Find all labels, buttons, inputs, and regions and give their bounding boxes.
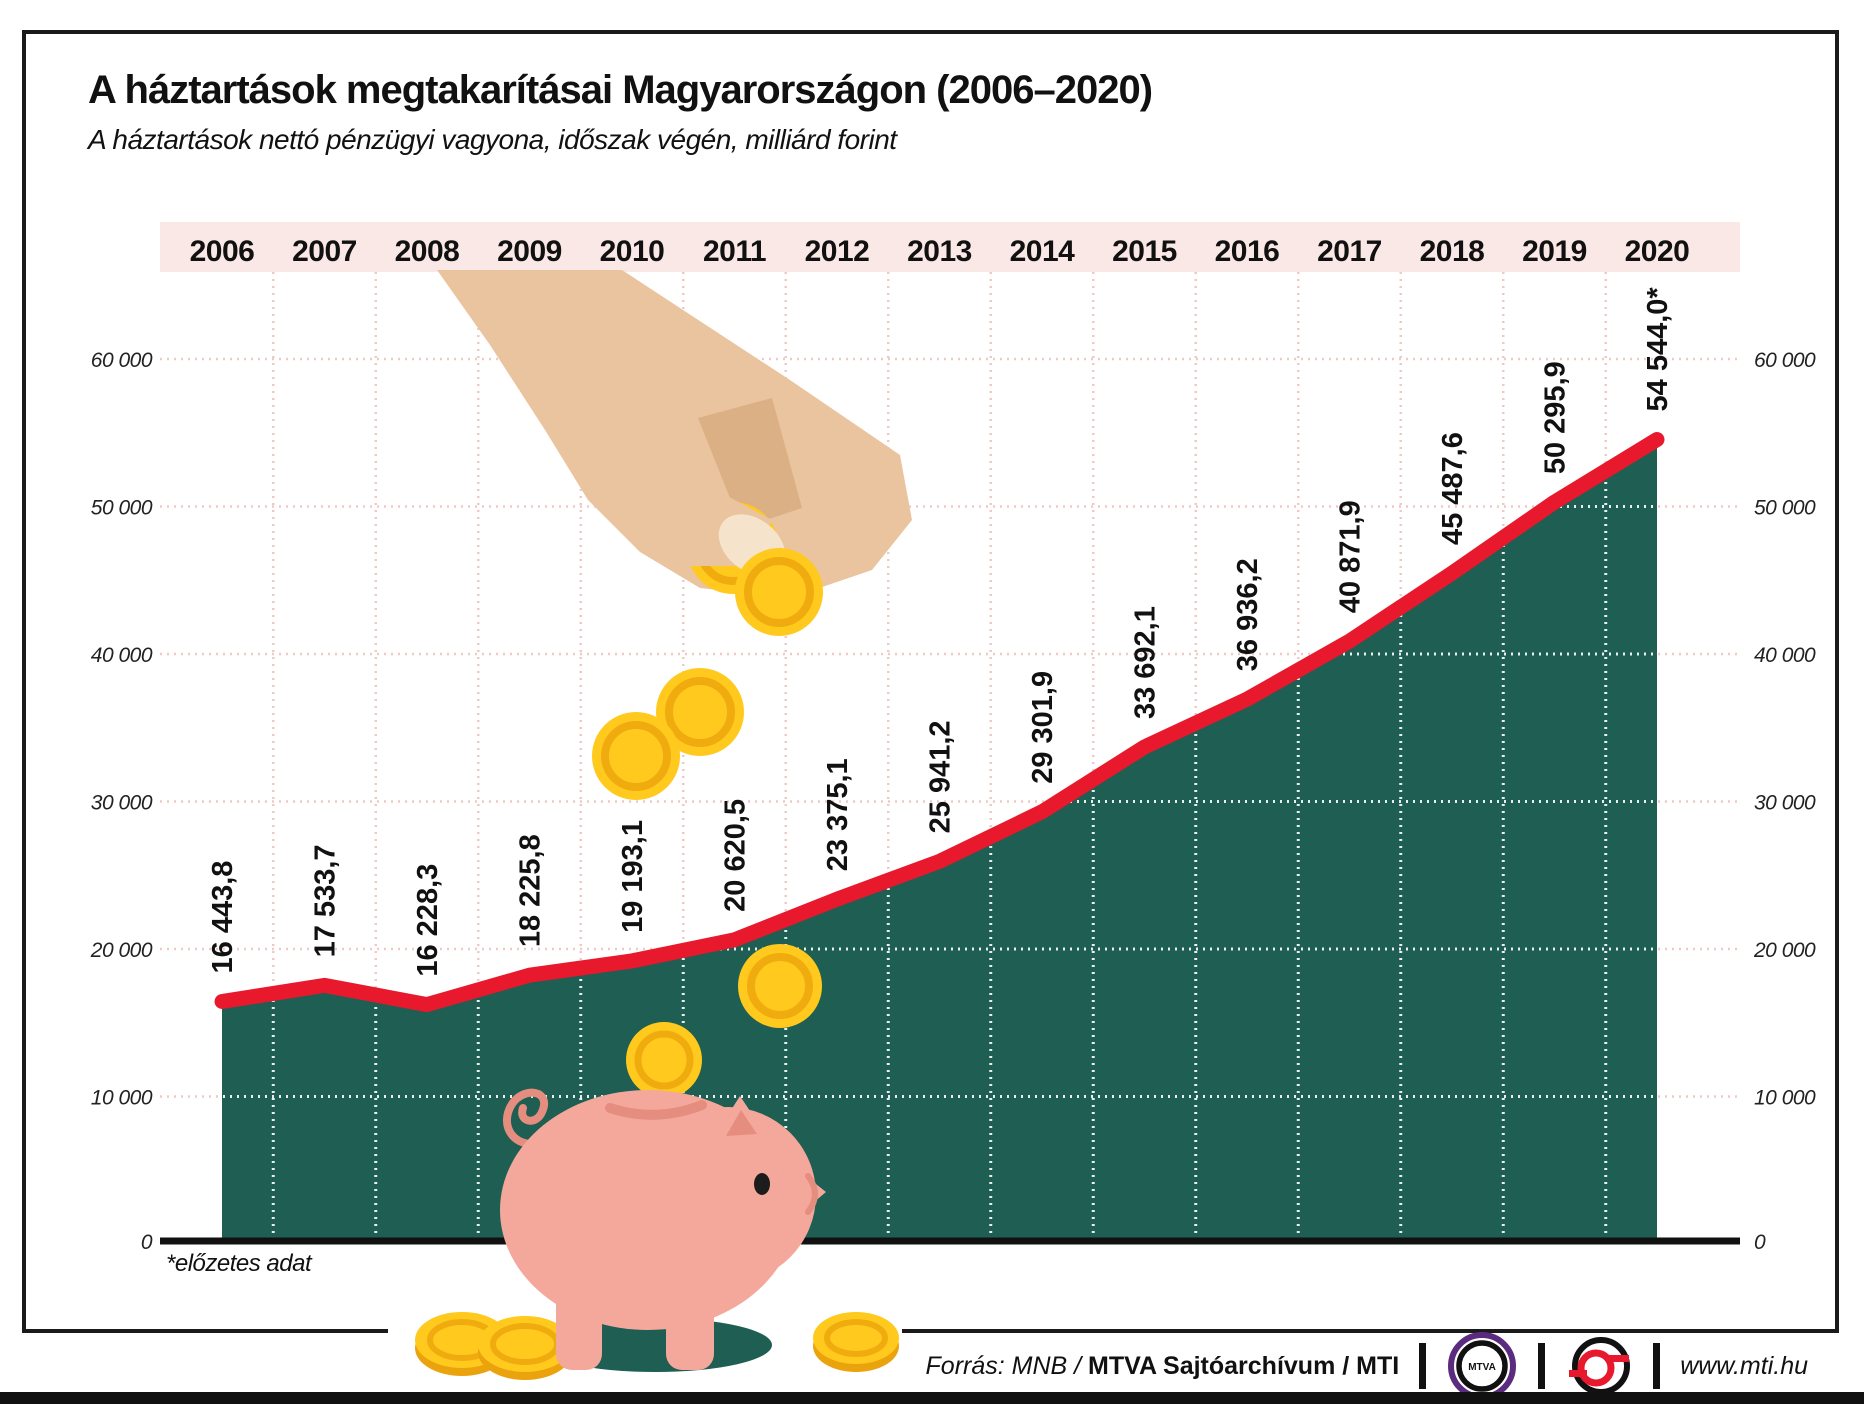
y-tick-label-left: 50 000	[91, 497, 153, 520]
year-label: 2006	[190, 235, 255, 268]
value-label: 33 692,1	[1130, 606, 1162, 719]
value-label: 36 936,2	[1232, 558, 1264, 671]
year-label: 2020	[1625, 235, 1690, 268]
year-label: 2009	[497, 235, 562, 268]
value-label: 20 620,5	[720, 799, 752, 912]
year-label: 2010	[600, 235, 665, 268]
area-fill	[222, 439, 1657, 1239]
year-label: 2015	[1112, 235, 1177, 268]
year-label: 2011	[703, 235, 766, 268]
value-label: 40 871,9	[1335, 500, 1367, 613]
hand-shade	[698, 398, 802, 528]
hand-illustration	[437, 270, 912, 1028]
falling-coin-icon	[656, 668, 744, 756]
value-label: 45 487,6	[1437, 432, 1469, 545]
pig-ear-inner	[726, 1110, 757, 1136]
footer: Forrás: MNB / MTVA Sajtóarchívum / MTI M…	[926, 1332, 1808, 1400]
value-label: 23 375,1	[822, 758, 854, 871]
y-tick-label-right: 30 000	[1754, 792, 1816, 815]
year-label: 2007	[292, 235, 357, 268]
y-tick-label-right: 10 000	[1754, 1087, 1816, 1110]
value-label: 50 295,9	[1540, 361, 1572, 474]
piggy-bank-illustration	[388, 1022, 902, 1390]
pig-snout-line	[805, 1173, 818, 1215]
year-label: 2016	[1215, 235, 1280, 268]
y-tick-label-right: 40 000	[1754, 644, 1816, 667]
value-label: 18 225,8	[515, 834, 547, 947]
value-label: 54 544,0*	[1642, 287, 1674, 412]
hand-arm	[437, 270, 912, 598]
falling-coin-icon	[735, 548, 823, 636]
separator	[1538, 1343, 1546, 1389]
pig-coin-slot	[605, 1100, 707, 1120]
slot-coin-icon	[626, 1022, 702, 1098]
y-tick-label-left: 40 000	[91, 644, 153, 667]
mtva-logo-text: MTVA	[1468, 1362, 1496, 1373]
trend-line	[214, 432, 1665, 1013]
source-mti: / MTI	[1335, 1351, 1400, 1380]
value-label: 16 443,8	[207, 861, 239, 974]
y-tick-label-right: 60 000	[1754, 349, 1816, 372]
falling-coin-icon	[738, 944, 822, 1028]
frame-border	[22, 30, 1839, 1333]
value-label: 19 193,1	[617, 820, 649, 933]
y-tick-label-right: 20 000	[1753, 939, 1816, 962]
year-label: 2019	[1522, 235, 1587, 268]
y-tick-label-right: 50 000	[1754, 497, 1816, 520]
y-tick-label-left: 0	[141, 1231, 153, 1254]
year-label: 2017	[1317, 235, 1382, 268]
value-label: 25 941,2	[925, 720, 957, 833]
bottom-bar	[0, 1392, 1864, 1404]
source-archive: MTVA Sajtóarchívum	[1088, 1351, 1336, 1380]
y-tick-label-right: 0	[1754, 1231, 1766, 1254]
value-label: 17 533,7	[310, 844, 342, 957]
ground-coin-icon	[478, 1316, 572, 1380]
year-label: 2018	[1420, 235, 1485, 268]
separator	[1419, 1343, 1427, 1389]
y-tick-label-left: 20 000	[90, 939, 153, 962]
year-label: 2013	[907, 235, 972, 268]
page-subtitle: A háztartások nettó pénzügyi vagyona, id…	[88, 124, 897, 155]
y-tick-label-left: 10 000	[91, 1087, 153, 1110]
source-prefix: Forrás: MNB /	[925, 1351, 1089, 1380]
falling-coin-icon	[592, 712, 680, 800]
mti-logo-icon	[1569, 1337, 1631, 1395]
year-label: 2008	[395, 235, 460, 268]
page-title: A háztartások megtakarításai Magyarorszá…	[88, 68, 1153, 112]
pig-tail	[503, 1088, 552, 1148]
footer-website: www.mti.hu	[1680, 1351, 1808, 1380]
pig-eye	[754, 1173, 770, 1195]
year-label: 2012	[805, 235, 870, 268]
footnote: *előzetes adat	[166, 1250, 312, 1277]
ground-coin-icon	[813, 1312, 899, 1372]
footer-source: Forrás: MNB / MTVA Sajtóarchívum / MTI	[926, 1352, 1400, 1381]
separator	[1653, 1343, 1661, 1389]
year-band	[160, 222, 1740, 272]
value-label: 16 228,3	[412, 864, 444, 977]
y-tick-label-left: 60 000	[91, 349, 153, 372]
y-tick-label-left: 30 000	[91, 792, 153, 815]
value-label: 29 301,9	[1027, 671, 1059, 784]
pig-body	[500, 1090, 826, 1370]
year-label: 2014	[1010, 235, 1076, 268]
